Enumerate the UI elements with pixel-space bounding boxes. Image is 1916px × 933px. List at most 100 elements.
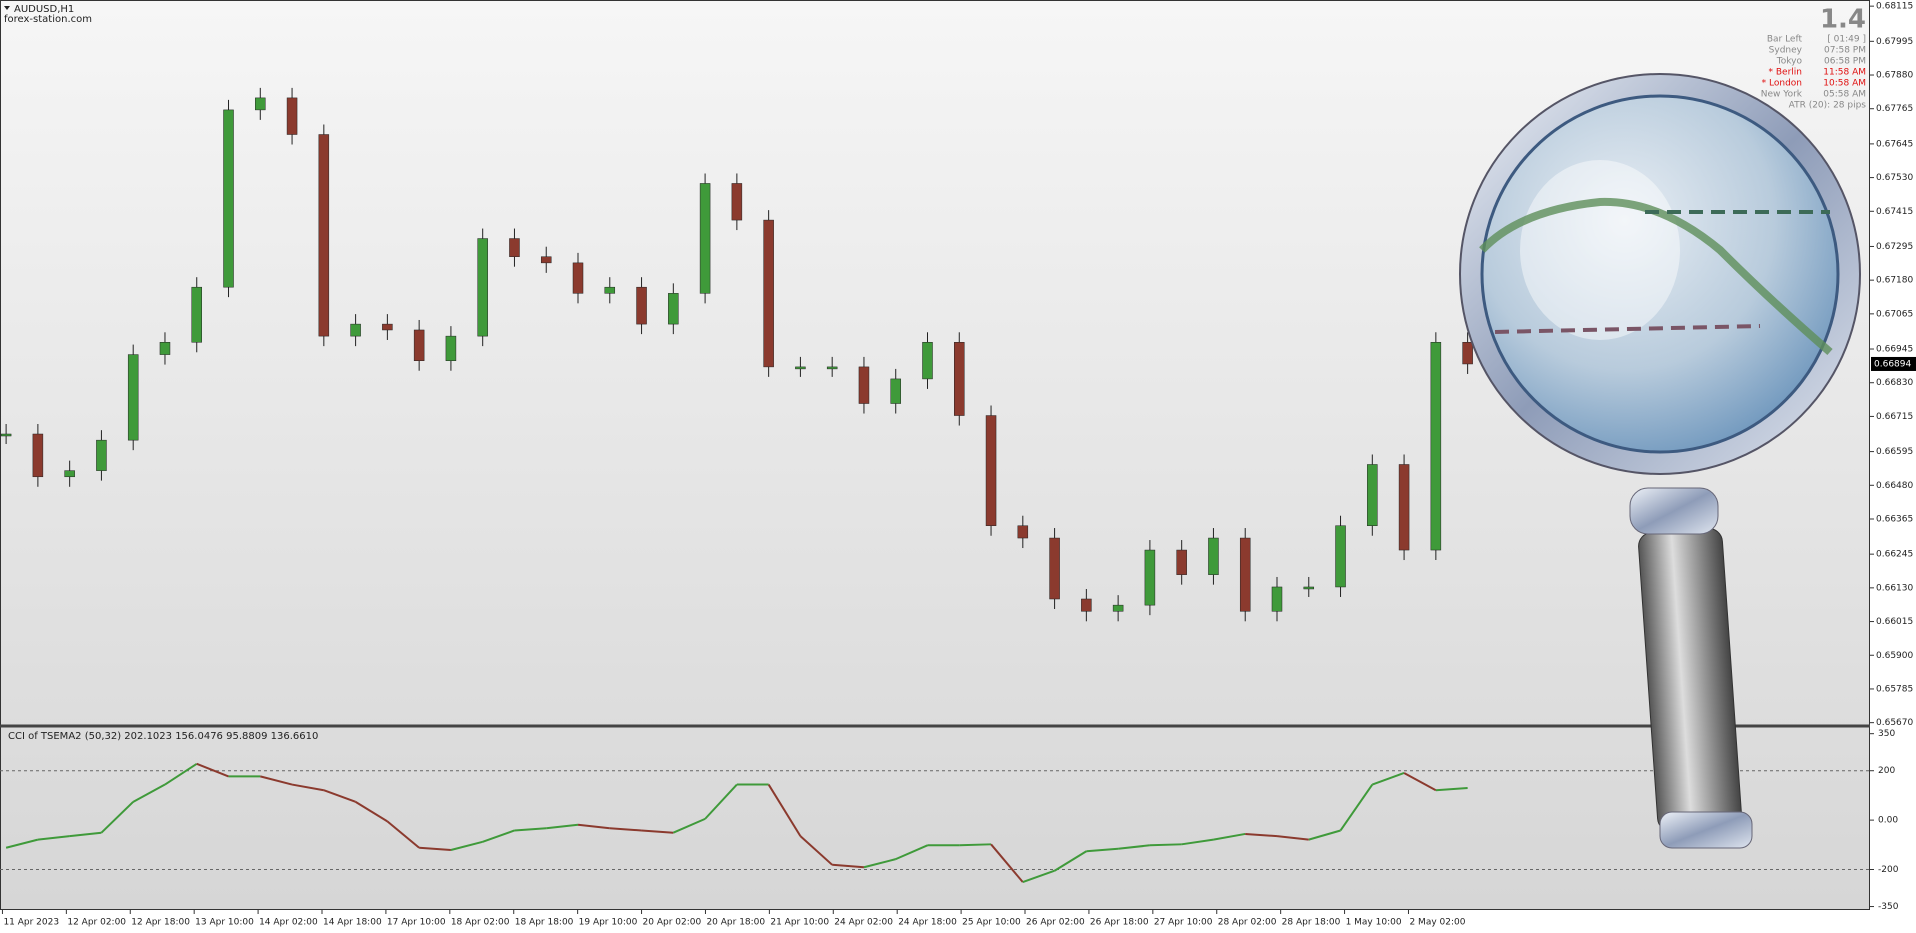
info-row-label: Sydney <box>1769 46 1803 56</box>
candle-body <box>255 97 266 111</box>
candle-body <box>509 238 520 257</box>
candle-body <box>382 323 393 331</box>
time-tick-label: 14 Apr 18:00 <box>323 918 382 928</box>
candle-body <box>0 433 12 437</box>
info-row-value: 07:58 PM <box>1824 46 1866 56</box>
cci-segment <box>641 829 674 834</box>
cci-segment <box>514 827 547 832</box>
price-tick-label: 0.67645 <box>1876 139 1913 149</box>
cci-segment <box>895 844 928 861</box>
time-tick-label: 27 Apr 10:00 <box>1154 918 1213 928</box>
candle-body <box>1462 342 1473 365</box>
cci-segment <box>450 840 483 851</box>
info-row-label: New York <box>1761 90 1803 100</box>
magnifier <box>1459 73 1861 849</box>
chart-border <box>0 0 1870 910</box>
candle-body <box>858 366 870 404</box>
cci-segment <box>37 835 70 841</box>
symbol-arrow <box>4 6 10 10</box>
cci-segment <box>1118 844 1151 850</box>
price-tick-label: 0.66480 <box>1876 481 1913 491</box>
cci-segment <box>546 823 579 830</box>
cci-segment <box>799 835 833 866</box>
cci-segment <box>1371 772 1405 786</box>
candle-body <box>413 329 425 361</box>
candle-body <box>32 433 44 478</box>
cci-segment <box>1403 772 1437 792</box>
candle-body <box>636 286 647 325</box>
lens-reflection <box>1479 197 1833 356</box>
cci-tick-label: 350 <box>1878 729 1895 739</box>
cci-segment <box>959 843 992 847</box>
cci-segment <box>990 843 1024 883</box>
info-big-value: 1.4 <box>1820 5 1866 35</box>
info-row-label: * London <box>1762 79 1802 89</box>
price-tick-label: 0.66830 <box>1876 378 1913 388</box>
candle-body <box>890 378 901 404</box>
cci-segment <box>260 775 293 786</box>
atr-label: ATR (20): 28 pips <box>1789 101 1867 111</box>
cci-segment <box>1054 850 1087 872</box>
price-tick-label: 0.66130 <box>1876 583 1913 593</box>
cci-segment <box>355 800 388 823</box>
price-tick-label: 0.67295 <box>1876 242 1913 252</box>
cci-segment <box>69 831 102 838</box>
time-tick-label: 26 Apr 18:00 <box>1090 918 1149 928</box>
time-tick-label: 11 Apr 2023 <box>3 918 59 928</box>
cci-segment <box>482 829 515 843</box>
candle-body <box>159 342 171 355</box>
price-tick-label: 0.65670 <box>1876 718 1913 728</box>
price-tick-label: 0.66015 <box>1876 617 1913 627</box>
indicator-label: CCI of TSEMA2 (50,32) 202.1023 156.0476 … <box>8 731 318 742</box>
cci-tick-label: 0.00 <box>1878 816 1898 826</box>
cci-segment <box>5 838 39 849</box>
info-row-value: 06:58 PM <box>1824 57 1866 67</box>
time-tick-label: 14 Apr 02:00 <box>259 918 318 928</box>
price-tick-label: 0.67065 <box>1876 309 1913 319</box>
time-tick-label: 12 Apr 18:00 <box>131 918 190 928</box>
candle-body <box>1367 464 1378 526</box>
cci-segment <box>1181 838 1214 846</box>
candle-body <box>445 335 457 361</box>
candle-body <box>1144 549 1156 606</box>
cci-segment <box>323 789 356 803</box>
candle-body <box>985 415 997 526</box>
info-row-label: * Berlin <box>1769 68 1802 78</box>
candle-body <box>1208 537 1219 575</box>
price-tick-label: 0.66245 <box>1876 550 1913 560</box>
cci-segment <box>1245 832 1278 838</box>
time-tick-label: 19 Apr 10:00 <box>579 918 638 928</box>
cci-segment <box>1086 847 1119 853</box>
cci-tick-label: -200 <box>1878 865 1899 875</box>
time-tick-label: 13 Apr 10:00 <box>195 918 254 928</box>
price-tick-label: 0.67995 <box>1876 37 1913 47</box>
candle-body <box>191 286 202 343</box>
cci-tick-label: 200 <box>1878 766 1895 776</box>
candle-body <box>286 97 298 135</box>
current-price-label: 0.66894 <box>1874 359 1911 369</box>
time-tick-label: 25 Apr 10:00 <box>962 918 1021 928</box>
time-tick-label: 26 Apr 02:00 <box>1026 918 1085 928</box>
candle-body <box>223 109 234 288</box>
time-tick-label: 17 Apr 10:00 <box>387 918 446 928</box>
price-tick-label: 0.66715 <box>1876 412 1913 422</box>
time-tick-label: 20 Apr 02:00 <box>643 918 702 928</box>
price-tick-label: 0.65900 <box>1876 651 1913 661</box>
candle-body <box>477 238 488 337</box>
info-row-value: 10:58 AM <box>1823 79 1866 89</box>
cci-segment <box>704 783 738 820</box>
price-tick-label: 0.67880 <box>1876 71 1913 81</box>
candle-body <box>318 134 330 337</box>
time-tick-label: 24 Apr 18:00 <box>898 918 957 928</box>
cci-segment <box>672 817 706 834</box>
cci-segment <box>196 762 229 778</box>
lens-glare <box>1520 160 1680 340</box>
time-tick-label: 18 Apr 18:00 <box>515 918 574 928</box>
cci-segment <box>577 823 610 830</box>
cci-segment <box>132 783 166 803</box>
info-row-label: Bar Left <box>1767 35 1803 45</box>
cci-segment <box>1213 832 1246 841</box>
price-tick-label: 0.65785 <box>1876 684 1913 694</box>
cci-segment <box>1022 869 1055 884</box>
